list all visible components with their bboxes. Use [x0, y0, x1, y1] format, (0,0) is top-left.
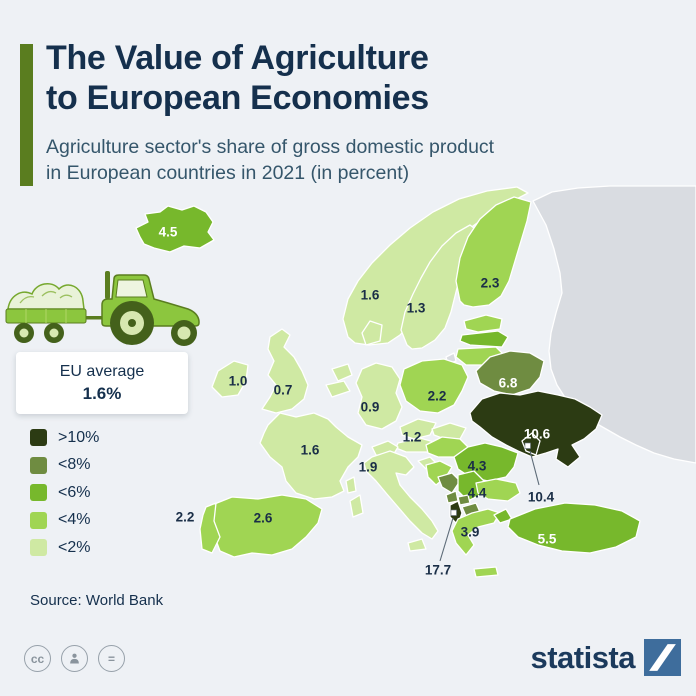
- page-title: The Value of Agriculture to European Eco…: [46, 38, 429, 118]
- country-netherlands: [331, 363, 353, 382]
- country-czechia: [399, 418, 437, 440]
- legend-item-4: <4%: [30, 507, 99, 535]
- country-latvia: [459, 330, 509, 348]
- country-corsica: [345, 476, 357, 494]
- country-belarus: [475, 350, 545, 396]
- creative-commons-icon: cc: [24, 645, 51, 672]
- country-estonia: [463, 314, 503, 333]
- legend-label: <2%: [58, 538, 91, 556]
- statista-logo: statista: [530, 639, 681, 676]
- hitch-bar: [86, 316, 102, 320]
- country-greece: [451, 508, 501, 556]
- country-portugal: [199, 502, 221, 554]
- albania-pointer-line: [439, 517, 454, 562]
- country-denmark: [361, 320, 383, 346]
- albania-marker: [450, 509, 457, 516]
- legend-swatch: [30, 511, 47, 529]
- country-belgium: [325, 380, 351, 398]
- legend-label: <8%: [58, 456, 91, 474]
- subtitle-line-2: in European countries in 2021 (in percen…: [46, 162, 410, 184]
- country-bulgaria: [475, 478, 521, 502]
- eu-average-card: EU average 1.6%: [16, 352, 188, 414]
- country-turkey: [507, 502, 641, 554]
- trailer-wheel-right-hub: [49, 328, 59, 338]
- statista-wordmark: statista: [530, 639, 635, 675]
- hay-load: [7, 282, 85, 310]
- country-poland: [399, 358, 469, 414]
- country-bosnia: [437, 472, 461, 494]
- country-spain: [207, 494, 323, 558]
- legend-label: <4%: [58, 511, 91, 529]
- trailer-wheel-left-hub: [19, 328, 29, 338]
- country-serbia: [457, 470, 485, 502]
- country-sardinia: [349, 494, 364, 518]
- country-moldova: [521, 432, 541, 456]
- country-slovakia: [431, 422, 467, 440]
- legend-label: <6%: [58, 483, 91, 501]
- legend-swatch: [30, 456, 47, 474]
- eu-average-value: 1.6%: [82, 384, 122, 403]
- country-kosovo: [457, 494, 471, 506]
- equal-license-icon: =: [98, 645, 125, 672]
- legend-item-8: <8%: [30, 452, 99, 480]
- tractor-front-wheel-rim: [177, 326, 191, 340]
- legend-item-2: <2%: [30, 534, 99, 562]
- country-sicily: [407, 538, 427, 552]
- europe-choropleth-map: [135, 185, 696, 578]
- country-italy: [363, 450, 439, 540]
- hay-texture: [19, 290, 73, 304]
- legend: >10% <8% <6% <4% <2%: [30, 424, 99, 562]
- country-ukraine: [469, 390, 603, 468]
- country-finland: [455, 196, 532, 308]
- attribution-icon: [61, 645, 88, 672]
- tractor-rear-wheel-hub: [128, 319, 136, 327]
- eu-average-label: EU average: [59, 363, 145, 380]
- legend-swatch: [30, 429, 47, 447]
- legend-item-6: <6%: [30, 479, 99, 507]
- legend-swatch: [30, 539, 47, 557]
- subtitle-line-1: Agriculture sector's share of gross dome…: [46, 136, 495, 158]
- moldova-pointer-line: [529, 450, 540, 486]
- country-france: [259, 412, 363, 500]
- source-text: Source: World Bank: [30, 592, 164, 609]
- title-accent-bar: [20, 44, 33, 186]
- trailer-slats: [25, 309, 67, 323]
- cab-window: [115, 279, 148, 298]
- country-crete: [473, 566, 499, 578]
- tractor-illustration: [5, 271, 200, 346]
- legend-item-10: >10%: [30, 424, 99, 452]
- title-line-1: The Value of Agriculture: [46, 39, 429, 77]
- statista-logo-icon: [644, 639, 681, 676]
- page-subtitle: Agriculture sector's share of gross dome…: [46, 134, 494, 186]
- title-line-2: to European Economies: [46, 79, 429, 117]
- legend-swatch: [30, 484, 47, 502]
- country-germany: [355, 362, 403, 430]
- license-icons: cc =: [24, 645, 125, 672]
- legend-label: >10%: [58, 428, 100, 446]
- country-iceland: [135, 205, 215, 253]
- exhaust-pipe: [105, 271, 110, 299]
- moldova-marker: [524, 442, 531, 449]
- country-ireland: [211, 360, 249, 398]
- country-united-kingdom: [261, 328, 309, 414]
